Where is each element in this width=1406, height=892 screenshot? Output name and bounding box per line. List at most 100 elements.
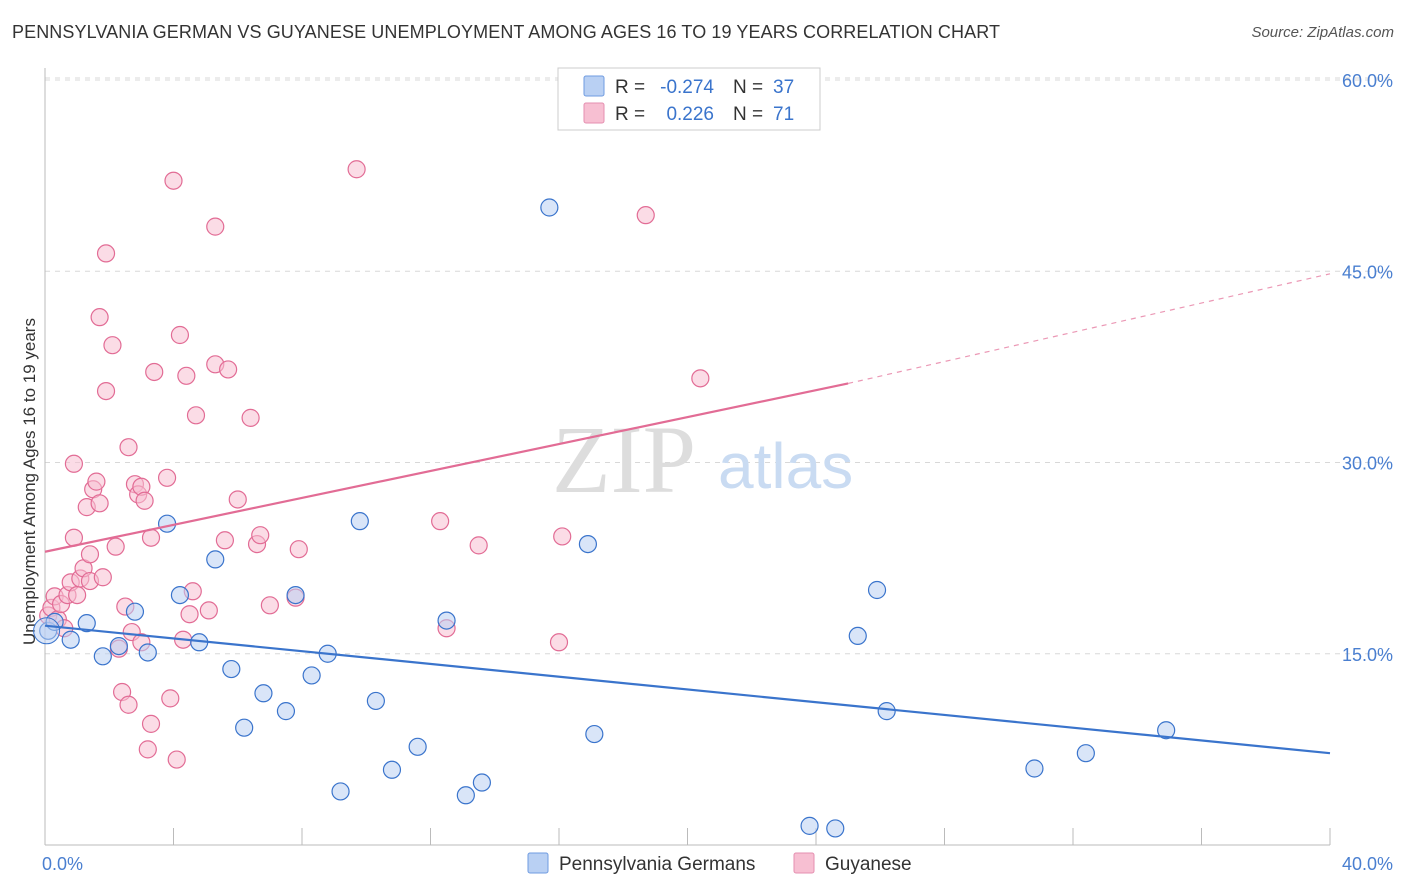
guyanese-point-63	[431, 512, 450, 531]
guyanese-point-62	[347, 160, 366, 179]
grid	[45, 77, 1392, 655]
guyanese-point-43	[167, 750, 186, 769]
y-tick-label-1: 30.0%	[1342, 454, 1393, 474]
guyanese-point-29	[119, 438, 138, 457]
legend-n-value-pink: 71	[773, 104, 794, 125]
guyanese-point-47	[180, 605, 199, 624]
pennsylvania-germans-point-14	[254, 684, 273, 703]
pennsylvania-germans-point-4	[93, 647, 112, 666]
series-legend: Pennsylvania Germans Guyanese	[527, 852, 912, 875]
guyanese-point-24	[106, 537, 125, 556]
pennsylvania-germans-point-19	[331, 782, 350, 801]
guyanese-point-28	[119, 695, 138, 714]
pennsylvania-germans-point-9	[170, 585, 190, 605]
guyanese-point-50	[199, 601, 218, 620]
pennsylvania-germans-point-23	[408, 737, 427, 756]
x-tick-label-0: 0.0%	[42, 854, 83, 874]
stats-legend: R = -0.274 N = 37 R = 0.226 N = 71	[557, 67, 821, 131]
pennsylvania-germans-point-35	[1025, 759, 1044, 778]
pennsylvania-germans-point-20	[350, 512, 369, 531]
guyanese-point-59	[260, 596, 279, 615]
guyanese-point-41	[161, 689, 180, 708]
pennsylvania-germans-point-3	[77, 614, 96, 633]
guyanese-point-44	[170, 325, 190, 345]
pennsylvania-germans-point-13	[235, 718, 254, 737]
legend-swatch-pennsylvania-germans	[527, 852, 549, 874]
pennsylvania-germans-point-31	[826, 819, 845, 838]
guyanese-point-40	[157, 468, 177, 487]
guyanese-point-53	[215, 531, 234, 550]
legend-swatch-blue	[583, 75, 605, 97]
guyanese-point-42	[164, 171, 183, 190]
legend-n-label-blue: N =	[733, 77, 763, 98]
guyanese-point-17	[87, 472, 106, 491]
pennsylvania-germans-point-12	[222, 659, 241, 679]
pennsylvania-germans-point-25	[456, 786, 475, 805]
pennsylvania-germans-point-22	[382, 760, 402, 779]
guyanese-point-35	[135, 491, 154, 510]
guyanese-point-23	[103, 336, 122, 355]
guyanese-point-39	[145, 362, 164, 382]
pennsylvania-germans-point-16	[286, 585, 305, 605]
guyanese-point-22	[96, 244, 116, 263]
pennsylvania-germans-point-29	[585, 724, 604, 744]
pennsylvania-germans-point-5	[109, 636, 128, 656]
guyanese-point-8	[64, 454, 84, 473]
pennsylvania-germans-point-37	[1157, 721, 1176, 740]
guyanese-point-18	[90, 494, 109, 513]
pennsylvania-germans-point-24	[437, 611, 456, 630]
source-label: Source: ZipAtlas.com	[1251, 24, 1394, 41]
y-tick-label-0: 15.0%	[1342, 645, 1393, 665]
legend-swatch-guyanese	[793, 852, 815, 874]
guyanese-point-68	[636, 206, 655, 225]
y-tick-label-2: 45.0%	[1342, 262, 1393, 282]
trend-line-pennsylvania-germans	[44, 624, 1331, 755]
pennsylvania-germans-point-33	[867, 580, 887, 600]
guyanese-point-58	[251, 526, 270, 545]
legend-r-label-pink: R =	[615, 104, 645, 125]
guyanese-point-69	[691, 369, 710, 388]
legend-n-value-blue: 37	[773, 77, 794, 98]
watermark-atlas: atlas	[718, 430, 853, 502]
guyanese-point-46	[177, 366, 196, 385]
trend-line-guyanese-extension	[847, 273, 1331, 385]
pennsylvania-germans-point-17	[302, 666, 321, 685]
pennsylvania-germans-point-2	[61, 630, 80, 649]
pennsylvania-germans-point-7	[138, 643, 157, 662]
guyanese-point-49	[186, 406, 206, 425]
pennsylvania-germans-point-28	[578, 534, 598, 554]
guyanese-point-14	[80, 545, 100, 564]
pennsylvania-germans-point-8	[157, 514, 177, 533]
legend-r-value-pink: 0.226	[666, 104, 714, 125]
pennsylvania-germans-point-27	[540, 198, 559, 217]
pennsylvania-germans-point-32	[848, 626, 867, 646]
guyanese-point-36	[138, 740, 157, 759]
x-tick-label-1: 40.0%	[1342, 854, 1393, 874]
pennsylvania-germans-point-15	[276, 702, 296, 721]
watermark: ZIP atlas	[552, 406, 853, 513]
watermark-zip: ZIP	[552, 406, 696, 513]
legend-swatch-pink	[583, 102, 605, 124]
y-tick-label-3: 60.0%	[1342, 71, 1393, 91]
legend-label-guyanese: Guyanese	[825, 854, 912, 875]
legend-n-label-pink: N =	[733, 104, 763, 125]
guyanese-point-56	[241, 408, 260, 427]
pennsylvania-germans-point-large	[33, 617, 61, 645]
legend-r-value-blue: -0.274	[660, 77, 714, 98]
guyanese-point-19	[90, 308, 109, 327]
guyanese-point-55	[228, 490, 247, 509]
guyanese-point-21	[96, 382, 116, 401]
axes	[44, 68, 1331, 846]
guyanese-point-65	[469, 536, 488, 555]
pennsylvania-germans-point-11	[206, 550, 225, 569]
pennsylvania-germans-point-26	[472, 773, 491, 792]
pennsylvania-germans-point-34	[877, 702, 896, 721]
guyanese-point-54	[219, 360, 238, 379]
pennsylvania-germans-point-30	[800, 816, 819, 835]
guyanese-point-10	[68, 585, 87, 605]
pennsylvania-germans-point-21	[366, 691, 385, 711]
trend-line-guyanese	[44, 382, 849, 553]
guyanese-point-66	[549, 633, 569, 652]
legend-label-pennsylvania-germans: Pennsylvania Germans	[559, 854, 755, 875]
